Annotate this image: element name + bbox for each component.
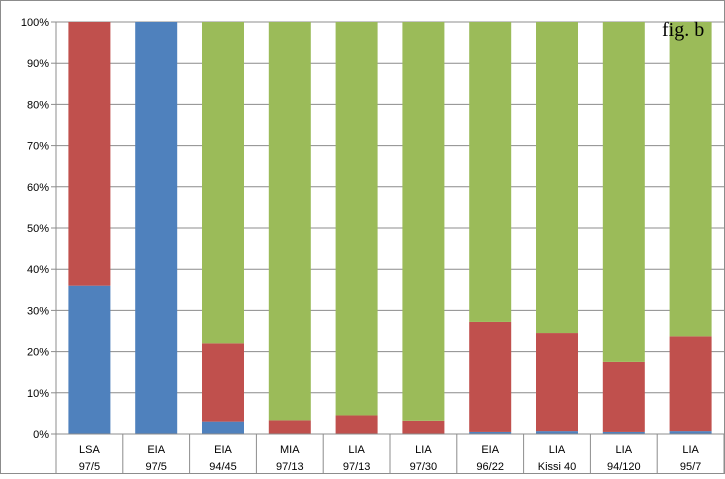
bar-segment (536, 431, 578, 434)
bar-segment (68, 285, 111, 434)
bar-segment (202, 421, 244, 434)
y-tick-label: 40% (27, 264, 49, 276)
x-tick-label-line2: 95/7 (680, 461, 701, 473)
bar-segment (669, 336, 712, 432)
y-tick-label: 80% (27, 99, 49, 111)
bar-segment (602, 361, 645, 432)
bar-segment (202, 22, 244, 344)
x-tick-label-line1: LIA (415, 444, 432, 456)
bar-segment (469, 22, 512, 322)
y-tick-label: 0% (33, 429, 49, 441)
x-tick-label-line1: LSA (79, 444, 100, 456)
bar-segment (536, 22, 578, 334)
bar-segment (402, 22, 445, 421)
y-tick-label: 50% (27, 223, 49, 235)
y-tick-label: 10% (27, 388, 49, 400)
x-tick-label-line2: 94/45 (209, 461, 237, 473)
x-tick-label-line1: LIA (549, 444, 566, 456)
x-tick-label-line2: 97/5 (145, 461, 166, 473)
x-tick-label-line2: 97/5 (79, 461, 100, 473)
x-tick-labels: LSA 97/5 EIA 97/5 EIA 94/45 MIA 97/13 LIA 97/13 LI… (79, 444, 702, 473)
x-tick-label-line2: 97/30 (410, 461, 438, 473)
axes (51, 21, 725, 474)
y-tick-label: 30% (27, 305, 49, 317)
x-tick-label-line2: 97/13 (343, 461, 371, 473)
y-tick-label: 60% (27, 182, 49, 194)
bar-segment (335, 415, 378, 434)
x-tick-label-line1: MIA (280, 444, 300, 456)
bar-segment (268, 22, 311, 421)
x-tick-label-line1: EIA (147, 444, 165, 456)
x-tick-label-line1: EIA (481, 444, 499, 456)
bar-segment (469, 431, 512, 434)
bar-segment (669, 22, 712, 337)
x-tick-label-line1: LIA (616, 444, 633, 456)
bar-segment (669, 431, 712, 434)
bar-segment (68, 22, 111, 286)
bar-segment (602, 22, 645, 362)
bar-segment (469, 321, 512, 432)
bar-segment (536, 333, 578, 432)
y-tick-label: 90% (27, 58, 49, 70)
x-tick-label-line2: 97/13 (276, 461, 304, 473)
x-tick-label-line2: 94/120 (607, 461, 641, 473)
bar-segment (202, 343, 244, 422)
bar-segment (335, 22, 378, 416)
bar-segment (602, 431, 645, 434)
y-tick-label: 70% (27, 141, 49, 153)
y-tick-label: 20% (27, 347, 49, 359)
y-tick-label: 100% (21, 17, 49, 29)
x-tick-label-line1: LIA (348, 444, 365, 456)
bars (68, 22, 712, 434)
bar-segment (402, 420, 445, 434)
y-tick-labels: 0% 10% 20% 30% 40% 50% 60% 70% 80% 90% 100% (21, 17, 49, 441)
x-tick-label-line1: EIA (214, 444, 232, 456)
x-tick-label-line1: LIA (682, 444, 699, 456)
bar-segment (135, 22, 178, 434)
x-tick-label-line2: Kissi 40 (538, 461, 577, 473)
figure-label: fig. b (662, 19, 704, 41)
x-tick-label-line2: 96/22 (476, 461, 504, 473)
bar-segment (268, 420, 311, 434)
